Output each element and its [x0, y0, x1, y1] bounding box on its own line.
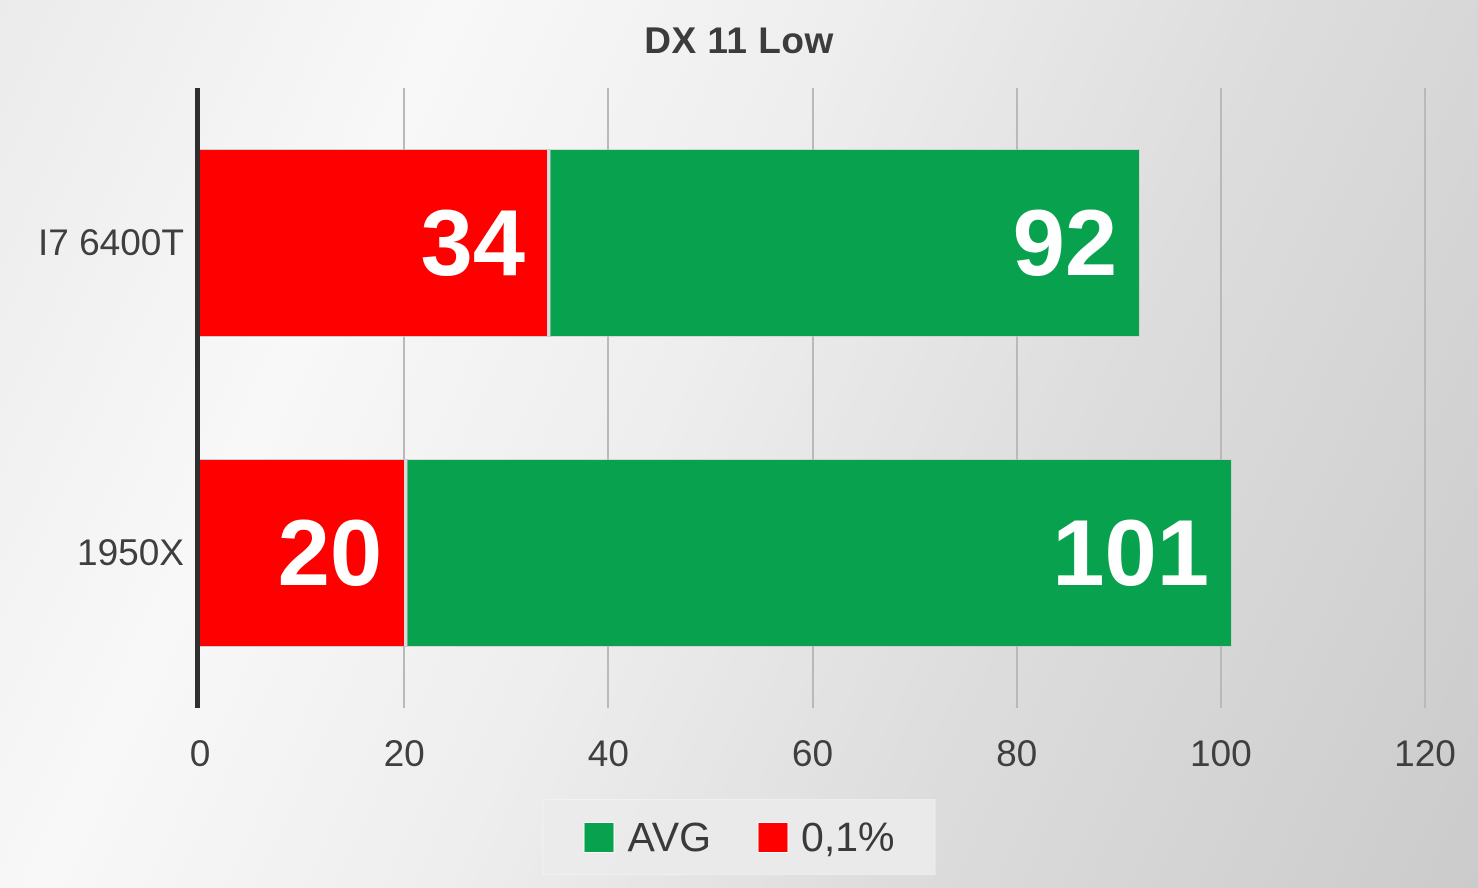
legend-label: 0,1%: [801, 813, 895, 860]
x-tick-label: 20: [383, 733, 425, 774]
bar-row: 101 20: [200, 398, 1425, 708]
bar-value-label-01pct: 20: [277, 500, 383, 605]
legend: AVG 0,1%: [543, 800, 935, 874]
gridline: [607, 88, 610, 708]
bar-01pct: 34: [200, 150, 551, 336]
bar-value-label-avg: 92: [1012, 190, 1118, 295]
legend-swatch-01pct: [757, 821, 789, 853]
category-axis: I7 6400T 1950X: [0, 88, 184, 708]
gridline: [1219, 88, 1222, 708]
x-tick-label: 0: [189, 733, 211, 774]
gridline: [1424, 88, 1426, 708]
category-label: 1950X: [77, 532, 184, 573]
gridline: [811, 88, 814, 708]
chart-title: DX 11 Low: [644, 20, 834, 61]
x-axis-ticks: 0 20 40 60 80 100 120: [190, 733, 1456, 784]
bar-01pct: 20: [200, 460, 408, 646]
x-tick-label: 40: [587, 733, 629, 774]
x-tick-label: 60: [791, 733, 834, 774]
x-tick-label: 80: [996, 733, 1038, 774]
legend-item-avg: AVG: [583, 813, 712, 860]
bar-row: 92 34: [200, 88, 1425, 398]
category-label: I7 6400T: [37, 222, 184, 263]
x-tick-label: 120: [1394, 733, 1456, 774]
x-tick-label: 100: [1189, 733, 1252, 774]
gridline: [403, 88, 406, 708]
y-axis-line: [195, 88, 200, 708]
gridline: [1015, 88, 1018, 708]
bar-value-label-01pct: 34: [420, 190, 526, 295]
legend-item-01pct: 0,1%: [757, 813, 895, 860]
legend-swatch-avg: [583, 821, 615, 853]
plot-area: 92 34 101 20: [195, 88, 1426, 708]
bar-value-label-avg: 101: [1052, 500, 1210, 605]
legend-label: AVG: [627, 813, 712, 860]
